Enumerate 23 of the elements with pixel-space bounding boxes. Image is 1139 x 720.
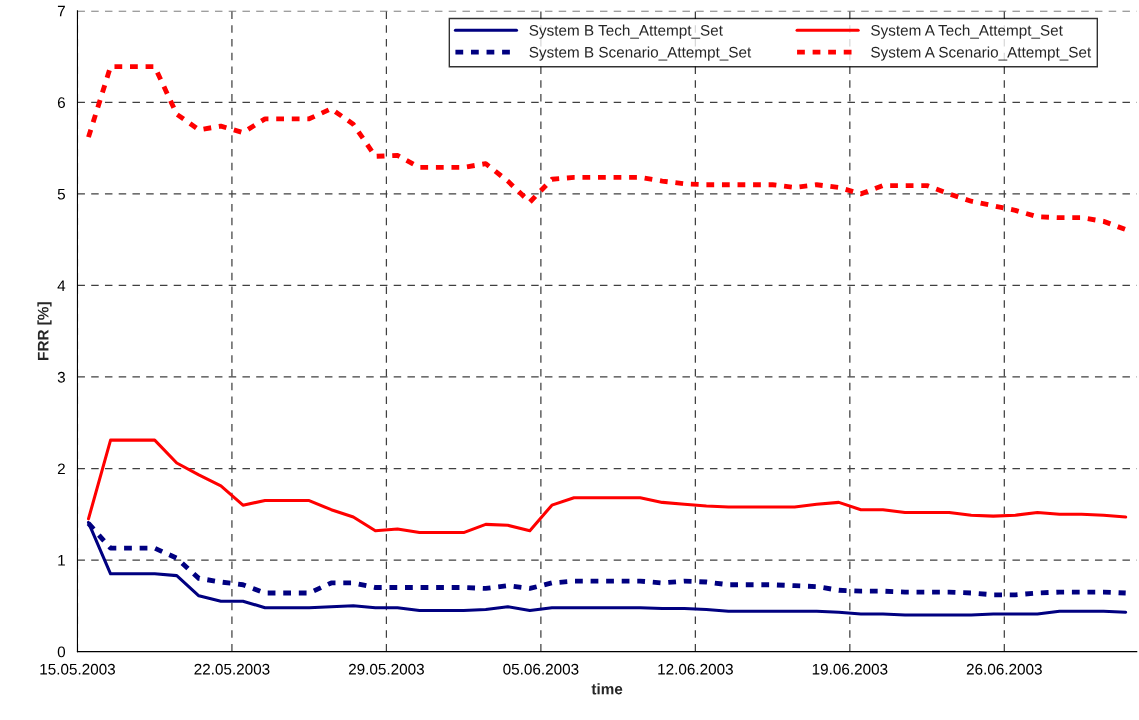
x-tick-label: 15.05.2003: [40, 663, 116, 675]
y-tick-label: 7: [57, 5, 65, 17]
y-tick-label: 0: [57, 646, 66, 658]
y-tick-label: 2: [57, 463, 65, 475]
x-axis-title: time: [591, 683, 623, 695]
legend-label: System A Tech_Attempt_Set: [871, 24, 1063, 39]
legend-label: System B Scenario_Attempt_Set: [529, 46, 752, 61]
x-tick-label: 22.05.2003: [194, 663, 270, 675]
y-axis-title: FRR [%]: [37, 302, 52, 360]
y-tick-label: 3: [57, 371, 65, 383]
y-tick-label: 5: [57, 188, 66, 200]
legend-label: System A Scenario_Attempt_Set: [871, 46, 1092, 61]
line-series: [86, 438, 1128, 535]
y-tick-label: 4: [57, 280, 66, 291]
y-tick-label: 6: [57, 97, 65, 109]
x-tick-label: 19.06.2003: [812, 663, 888, 675]
x-tick-label: 29.05.2003: [348, 663, 424, 675]
x-tick-label: 05.06.2003: [503, 663, 579, 675]
legend-label: System B Tech_Attempt_Set: [529, 24, 723, 39]
x-tick-label: 12.06.2003: [658, 663, 733, 675]
line-series: [86, 64, 1129, 233]
y-tick-label: 1: [58, 555, 65, 566]
x-tick-label: 26.06.2003: [966, 663, 1042, 675]
